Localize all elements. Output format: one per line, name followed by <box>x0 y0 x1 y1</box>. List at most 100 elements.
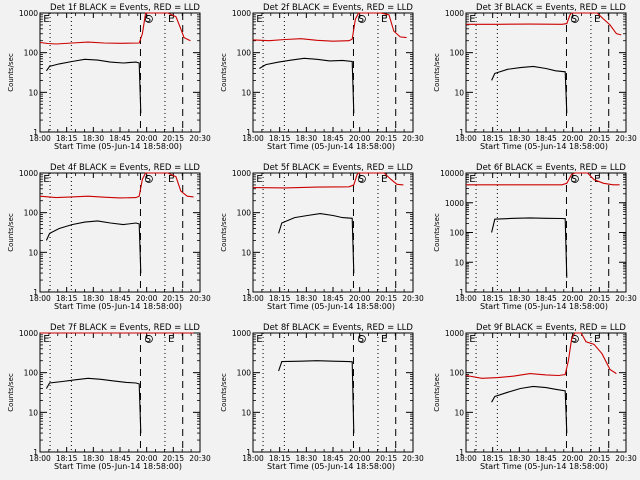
plot-frame <box>252 12 414 133</box>
marker-label: E <box>43 174 49 185</box>
x-tick-label: 18:30 <box>509 134 531 143</box>
x-tick-label: 18:45 <box>109 134 131 143</box>
x-tick-label: 20:30 <box>402 454 424 463</box>
marker-label: S <box>145 14 151 25</box>
y-tick-label: 100 <box>450 369 465 378</box>
x-tick-label: 18:15 <box>482 294 504 303</box>
x-tick-label: 20:15 <box>589 454 611 463</box>
y-tick-label: 1000 <box>445 9 464 18</box>
plot-frame <box>252 332 414 453</box>
y-tick-label: 1000 <box>19 329 38 338</box>
chart-title: Det 7f BLACK = Events, RED = LLD <box>50 323 200 333</box>
y-tick-label: 100 <box>237 369 252 378</box>
x-axis-label: Start Time (05-Jun-14 18:58:00) <box>480 142 608 151</box>
y-tick-label: 1000 <box>445 329 464 338</box>
y-tick-label: 10 <box>28 248 38 257</box>
y-axis-label: Counts/sec <box>220 213 228 252</box>
x-tick-label: 18:00 <box>455 134 477 143</box>
lld-series-line <box>252 172 404 189</box>
x-tick-label: 18:45 <box>535 454 557 463</box>
y-tick-label: 1000 <box>19 9 38 18</box>
y-tick-label: 100 <box>24 49 39 58</box>
y-tick-label: 1 <box>33 128 38 137</box>
y-axis-label: Counts/sec <box>7 213 15 252</box>
events-series-line <box>278 213 355 274</box>
chart-title: Det 2f BLACK = Events, RED = LLD <box>263 3 413 13</box>
plot-frame <box>39 12 201 133</box>
x-tick-label: 18:45 <box>109 294 131 303</box>
x-tick-label: 18:15 <box>56 294 78 303</box>
x-tick-label: 18:15 <box>482 134 504 143</box>
x-tick-label: 18:15 <box>269 454 291 463</box>
y-tick-label: 100 <box>24 209 39 218</box>
saa-marker-icon <box>145 175 153 183</box>
marker-label: S <box>571 334 577 345</box>
chart-title: Det 3f BLACK = Events, RED = LLD <box>476 3 626 13</box>
marker-label: S <box>145 334 151 345</box>
marker-label: E <box>594 174 600 185</box>
plot-frame <box>465 12 627 133</box>
x-tick-label: 20:15 <box>163 294 185 303</box>
x-tick-label: 18:30 <box>509 294 531 303</box>
marker-label: E <box>168 174 174 185</box>
chart-panel-3: Det 3f BLACK = Events, RED = LLD 1 10 100 10… <box>433 3 637 151</box>
x-tick-label: 18:45 <box>109 454 131 463</box>
x-tick-label: 18:00 <box>29 454 51 463</box>
x-tick-label: 20:30 <box>189 294 211 303</box>
y-tick-label: 1 <box>459 448 464 457</box>
y-tick-label: 1 <box>33 448 38 457</box>
y-tick-label: 1 <box>33 288 38 297</box>
marker-label: S <box>145 174 151 185</box>
x-tick-label: 18:30 <box>296 134 318 143</box>
marker-label: S <box>571 14 577 25</box>
x-tick-label: 20:15 <box>163 134 185 143</box>
y-tick-label: 100 <box>237 49 252 58</box>
x-tick-label: 20:15 <box>376 294 398 303</box>
y-axis-label: Counts/sec <box>7 53 15 92</box>
x-tick-label: 20:15 <box>376 134 398 143</box>
events-series-line <box>491 217 568 278</box>
marker-label: E <box>256 14 262 25</box>
saa-marker-icon <box>145 15 153 23</box>
x-tick-label: 20:15 <box>163 454 185 463</box>
events-series-line <box>278 360 355 434</box>
chart-title: Det 8f BLACK = Events, RED = LLD <box>263 323 413 333</box>
y-axis-label: Counts/sec <box>433 373 441 412</box>
chart-title: Det 4f BLACK = Events, RED = LLD <box>50 163 200 173</box>
x-tick-label: 20:00 <box>136 454 158 463</box>
y-axis-label: Counts/sec <box>7 373 15 412</box>
y-tick-label: 1 <box>246 448 251 457</box>
x-tick-label: 20:00 <box>136 134 158 143</box>
x-tick-label: 20:15 <box>376 454 398 463</box>
saa-marker-icon <box>358 175 366 183</box>
y-tick-label: 100 <box>237 209 252 218</box>
y-tick-label: 10 <box>241 88 251 97</box>
y-tick-label: 1 <box>246 288 251 297</box>
events-series-line <box>259 57 355 114</box>
y-tick-label: 10 <box>454 258 464 267</box>
x-tick-label: 20:30 <box>189 134 211 143</box>
y-tick-label: 100 <box>450 49 465 58</box>
chart-panel-2: Det 2f BLACK = Events, RED = LLD 1 10 100 10… <box>220 3 424 151</box>
y-tick-label: 10 <box>28 408 38 417</box>
lld-series-line <box>252 12 407 42</box>
x-tick-label: 18:00 <box>242 294 264 303</box>
y-axis-label: Counts/sec <box>433 53 441 92</box>
y-tick-label: 1000 <box>232 9 251 18</box>
y-tick-label: 100 <box>24 369 39 378</box>
x-axis-label: Start Time (05-Jun-14 18:58:00) <box>267 302 395 311</box>
x-tick-label: 18:00 <box>29 294 51 303</box>
y-tick-label: 10 <box>241 248 251 257</box>
chart-panel-6: Det 6f BLACK = Events, RED = LLD 1 10 100 10… <box>433 163 637 311</box>
saa-marker-icon <box>145 335 153 343</box>
chart-panel-1: Det 1f BLACK = Events, RED = LLD 1 10 100 10… <box>7 3 211 151</box>
x-axis-label: Start Time (05-Jun-14 18:58:00) <box>54 302 182 311</box>
x-tick-label: 20:30 <box>615 134 637 143</box>
x-tick-label: 18:00 <box>29 134 51 143</box>
lld-series-line <box>39 12 191 45</box>
saa-marker-icon <box>358 15 366 23</box>
marker-label: E <box>469 14 475 25</box>
marker-label: E <box>381 334 387 345</box>
x-tick-label: 18:45 <box>322 134 344 143</box>
plot-frame <box>39 172 201 293</box>
